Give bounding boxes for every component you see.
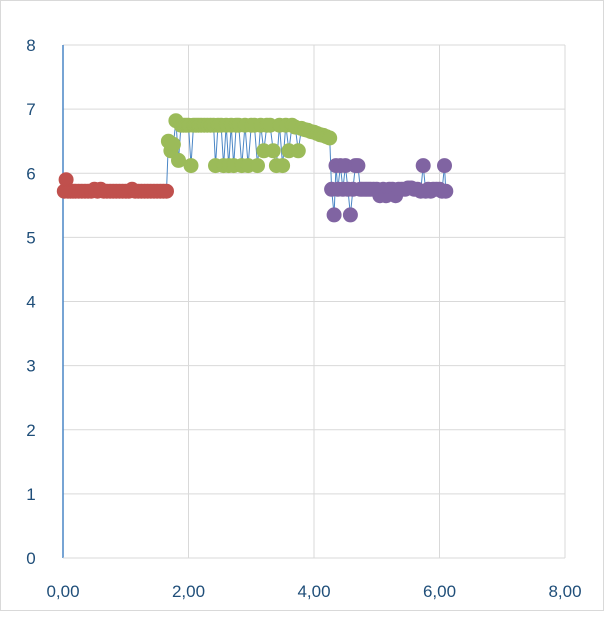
- data-point-series-3: [326, 207, 342, 223]
- data-point-series-1: [159, 183, 174, 199]
- y-tick-label: 3: [26, 357, 35, 376]
- data-point-series-3: [437, 158, 452, 174]
- y-tick-label: 8: [26, 36, 35, 55]
- data-point-series-3: [350, 158, 366, 174]
- y-tick-label: 4: [26, 293, 35, 312]
- y-tick-label: 5: [26, 228, 35, 247]
- y-tick-label: 0: [26, 549, 35, 568]
- tick-labels: 0 1 2 3 4 5 6 7 8 0,00 2,00 4,00 6,00 8,00: [26, 36, 581, 601]
- data-point-series-3: [415, 158, 431, 174]
- data-point-series-2: [165, 136, 181, 152]
- data-point-series-3: [438, 183, 454, 199]
- data-point-series-2: [290, 143, 306, 159]
- data-point-series-2: [275, 158, 291, 174]
- data-point-series-2: [183, 158, 199, 174]
- data-point-series-3: [342, 207, 358, 223]
- y-tick-label: 6: [26, 164, 35, 183]
- y-tick-label: 7: [26, 100, 35, 119]
- x-tick-label: 6,00: [423, 582, 456, 601]
- x-tick-label: 8,00: [548, 582, 581, 601]
- y-tick-label: 2: [26, 421, 35, 440]
- x-tick-label: 2,00: [172, 582, 205, 601]
- data-point-series-2: [250, 158, 265, 174]
- x-tick-label: 4,00: [297, 582, 330, 601]
- grid-lines: [63, 44, 566, 558]
- data-point-series-2: [171, 152, 186, 168]
- data-points: [56, 113, 454, 223]
- axes: [62, 45, 565, 559]
- y-tick-label: 1: [26, 485, 35, 504]
- x-tick-label: 0,00: [46, 582, 79, 601]
- data-point-series-2: [265, 143, 281, 159]
- data-point-series-2: [322, 130, 338, 146]
